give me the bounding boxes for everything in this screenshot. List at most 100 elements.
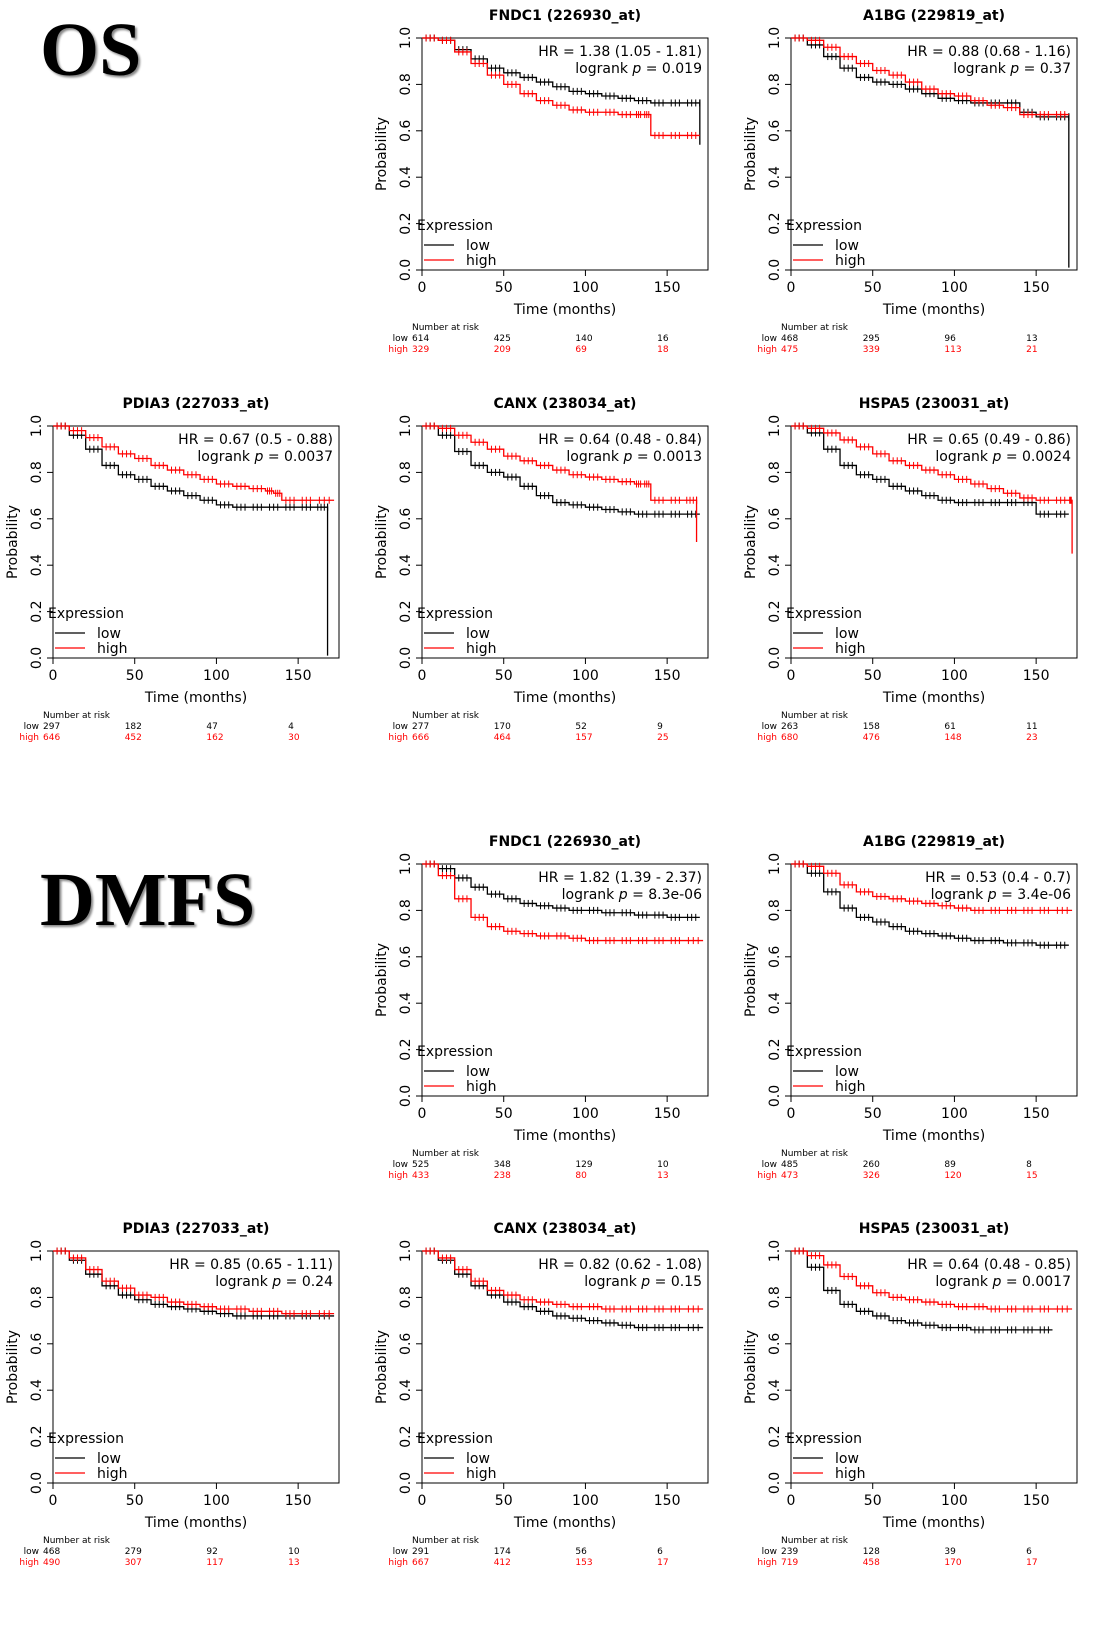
risk-title: Number at risk (43, 1536, 111, 1546)
y-tick-label: 0.0 (29, 647, 45, 669)
hr-annotation: HR = 0.82 (0.62 - 1.08) (538, 1257, 702, 1273)
km-panel-dmfs-4: HSPA5 (230031_at) 0 50 100 150 0.0 0.2 0.4 0.6 0.… (741, 1213, 1113, 1573)
y-tick-label: 0.8 (29, 461, 45, 483)
legend-title: Expression (786, 1431, 862, 1447)
x-tick-label: 150 (1023, 1493, 1050, 1509)
km-panel-dmfs-0: FNDC1 (226930_at) 0 50 100 150 0.0 0.2 0.4 0.6 0.… (372, 826, 744, 1186)
x-tick-label: 100 (941, 1493, 968, 1509)
risk-value-high: 209 (494, 345, 511, 355)
logrank-annotation: logrank p = 0.24 (215, 1274, 333, 1290)
x-tick-label: 150 (654, 1106, 681, 1122)
risk-value-high: 15 (1026, 1171, 1037, 1181)
risk-value-low: 279 (125, 1547, 142, 1557)
logrank-value: = 0.019 (641, 61, 702, 77)
risk-title: Number at risk (781, 1149, 849, 1159)
hr-annotation: HR = 0.85 (0.65 - 1.11) (169, 1257, 333, 1273)
legend-title: Expression (48, 1431, 124, 1447)
risk-value-low: 468 (781, 334, 798, 344)
risk-row-label-high: high (388, 1171, 408, 1181)
y-tick-label: 0.8 (767, 1286, 783, 1308)
risk-value-low: 263 (781, 722, 798, 732)
risk-value-low: 4 (288, 722, 294, 732)
risk-value-high: 458 (863, 1558, 880, 1568)
y-tick-label: 0.8 (398, 899, 414, 921)
x-tick-label: 50 (495, 1106, 513, 1122)
logrank-annotation: logrank p = 0.15 (584, 1274, 702, 1290)
logrank-value: = 0.0037 (263, 449, 333, 465)
risk-row-label-high: high (757, 345, 777, 355)
risk-row-label-low: low (24, 1547, 39, 1557)
y-tick-label: 0.4 (398, 554, 414, 576)
chart-title: PDIA3 (227033_at) (123, 396, 270, 412)
risk-value-high: 475 (781, 345, 798, 355)
y-tick-label: 0.2 (398, 1038, 414, 1060)
logrank-p: p (253, 449, 263, 465)
x-tick-label: 150 (1023, 668, 1050, 684)
risk-value-low: 525 (412, 1160, 429, 1170)
logrank-prefix: logrank (953, 61, 1010, 77)
y-axis-label: Probability (374, 1330, 390, 1404)
risk-value-low: 295 (863, 334, 880, 344)
km-panel-dmfs-2: PDIA3 (227033_at) 0 50 100 150 0.0 0.2 0.4 0.6 0.… (3, 1213, 375, 1573)
km-panel-dmfs-1: A1BG (229819_at) 0 50 100 150 0.0 0.2 0.4 0.6 0.8… (741, 826, 1113, 1186)
hr-annotation: HR = 0.65 (0.49 - 0.86) (907, 432, 1071, 448)
legend-label-low: low (835, 1064, 859, 1080)
risk-row-label-high: high (19, 1558, 39, 1568)
logrank-p: p (991, 449, 1001, 465)
risk-value-low: 61 (944, 722, 955, 732)
y-tick-label: 0.2 (29, 1425, 45, 1447)
x-tick-label: 50 (495, 668, 513, 684)
logrank-p: p (618, 887, 628, 903)
logrank-p: p (991, 1274, 1001, 1290)
x-tick-label: 100 (572, 668, 599, 684)
risk-value-low: 239 (781, 1547, 798, 1557)
y-axis-label: Probability (374, 505, 390, 579)
risk-value-low: 170 (494, 722, 511, 732)
risk-value-high: 680 (781, 733, 798, 743)
y-tick-label: 0.6 (398, 120, 414, 142)
y-tick-label: 0.0 (398, 1472, 414, 1494)
hr-annotation: HR = 0.53 (0.4 - 0.7) (925, 870, 1071, 886)
y-tick-label: 1.0 (767, 1240, 783, 1262)
y-axis-label: Probability (743, 943, 759, 1017)
y-tick-label: 0.2 (29, 600, 45, 622)
risk-value-low: 182 (125, 722, 142, 732)
risk-value-high: 21 (1026, 345, 1037, 355)
x-tick-label: 0 (49, 1493, 58, 1509)
risk-value-high: 17 (657, 1558, 668, 1568)
y-tick-label: 0.4 (767, 554, 783, 576)
risk-value-low: 9 (657, 722, 663, 732)
chart-title: A1BG (229819_at) (863, 834, 1005, 850)
risk-value-high: 666 (412, 733, 429, 743)
logrank-annotation: logrank p = 0.0013 (566, 449, 702, 465)
y-axis-label: Probability (374, 943, 390, 1017)
logrank-annotation: logrank p = 0.0017 (935, 1274, 1071, 1290)
x-tick-label: 0 (787, 1493, 796, 1509)
legend-title: Expression (786, 1044, 862, 1060)
y-tick-label: 0.4 (29, 554, 45, 576)
km-panel-os-2: PDIA3 (227033_at) 0 50 100 150 0.0 0.2 0.4 0.6 0.… (3, 388, 375, 748)
y-tick-label: 0.8 (767, 461, 783, 483)
km-panel-os-3: CANX (238034_at) 0 50 100 150 0.0 0.2 0.4 0.6 0.8… (372, 388, 744, 748)
km-panel-os-4: HSPA5 (230031_at) 0 50 100 150 0.0 0.2 0.4 0.6 0.… (741, 388, 1113, 748)
risk-value-high: 30 (288, 733, 300, 743)
risk-value-high: 69 (575, 345, 587, 355)
x-axis-label: Time (months) (513, 690, 616, 706)
legend-label-high: high (97, 641, 128, 657)
x-tick-label: 0 (787, 1106, 796, 1122)
risk-row-label-high: high (757, 1558, 777, 1568)
x-axis-label: Time (months) (144, 1515, 247, 1531)
y-tick-label: 1.0 (767, 27, 783, 49)
km-curve-low (791, 863, 1069, 946)
plot-frame (421, 37, 709, 271)
risk-value-high: 452 (125, 733, 142, 743)
x-axis-label: Time (months) (513, 1128, 616, 1144)
risk-row-label-low: low (762, 722, 777, 732)
risk-value-low: 291 (412, 1547, 429, 1557)
risk-row-label-high: high (388, 733, 408, 743)
y-axis-label: Probability (743, 1330, 759, 1404)
km-plot-svg: A1BG (229819_at) 0 50 100 150 0.0 0.2 0.4 0.6 0.8… (743, 8, 1078, 355)
risk-value-low: 129 (575, 1160, 592, 1170)
y-tick-label: 0.6 (767, 508, 783, 530)
logrank-annotation: logrank p = 8.3e-06 (562, 887, 702, 903)
